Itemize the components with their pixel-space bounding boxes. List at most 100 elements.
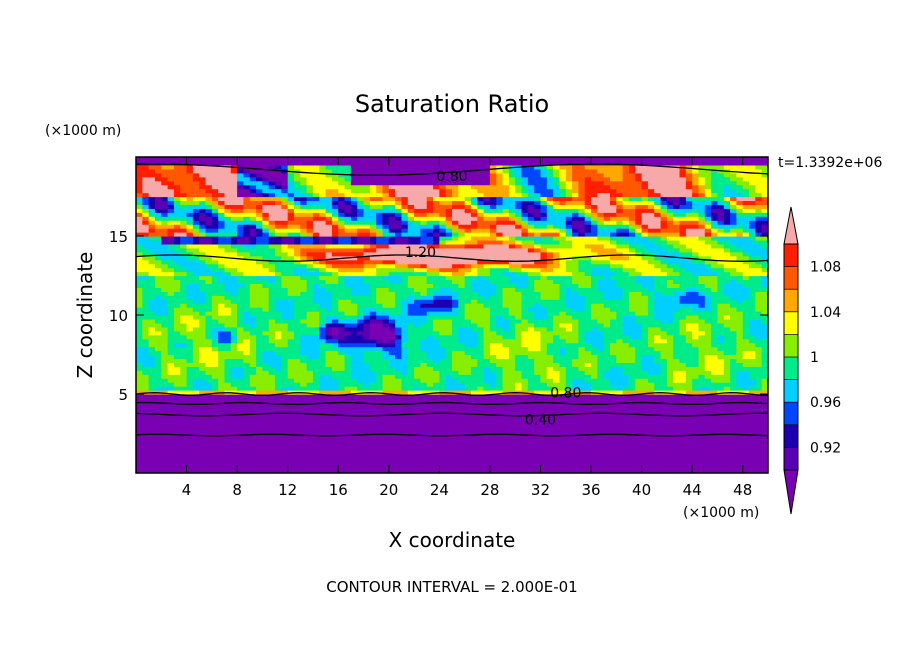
heatmap-cell-run [237, 291, 251, 296]
heatmap-cell-run [685, 378, 693, 383]
heatmap-cell-run [572, 212, 579, 217]
heatmap-cell-run [136, 259, 150, 265]
heatmap-cell-run [723, 334, 737, 340]
heatmap-cell-run [660, 236, 668, 241]
heatmap-cell-run [723, 287, 750, 292]
heatmap-cell-run [496, 287, 504, 292]
heatmap-cell-run [635, 220, 643, 225]
heatmap-cell-run [616, 279, 636, 284]
heatmap-cell-run [136, 401, 768, 407]
heatmap-cell-run [666, 239, 681, 245]
heatmap-cell-run [369, 334, 396, 340]
heatmap-cell-run [679, 283, 706, 288]
heatmap-cell-run [331, 168, 352, 174]
heatmap-cell-run [685, 228, 706, 233]
heatmap-cell-run [281, 275, 301, 281]
heatmap-cell-run [433, 326, 453, 332]
heatmap-cell-run [306, 279, 327, 284]
heatmap-cell-run [622, 287, 649, 292]
heatmap-cell-run [224, 283, 245, 288]
heatmap-cell-run [243, 184, 251, 190]
heatmap-cell-run [275, 271, 282, 277]
heatmap-cell-run [344, 200, 352, 205]
heatmap-cell-run [344, 196, 352, 202]
heatmap-cell-run [730, 303, 756, 308]
heatmap-cell-run [704, 224, 712, 229]
heatmap-cell-run [414, 295, 421, 300]
heatmap-cell-run [230, 346, 238, 352]
heatmap-cell-run [553, 326, 567, 332]
heatmap-cell-run [483, 374, 497, 379]
heatmap-cell-run [401, 228, 409, 233]
heatmap-cell-run [515, 172, 523, 178]
heatmap-cell-run [369, 236, 377, 241]
heatmap-cell-run [464, 307, 491, 312]
heatmap-cell-run [572, 362, 586, 367]
heatmap-cell-run [173, 315, 181, 320]
heatmap-cell-run [489, 295, 504, 300]
x-tick-label: 44 [683, 481, 702, 499]
heatmap-cell-run [180, 188, 207, 194]
heatmap-cell-run [692, 386, 700, 391]
heatmap-cell-run [249, 303, 270, 308]
heatmap-cell-run [452, 322, 478, 328]
heatmap-cell-run [344, 192, 384, 198]
heatmap-cell-run [205, 212, 213, 217]
heatmap-cell-run [319, 239, 333, 245]
heatmap-cell-run [622, 326, 643, 332]
heatmap-cell-run [622, 322, 643, 328]
heatmap-cell-run [154, 168, 188, 174]
heatmap-cell-run [666, 378, 674, 383]
heatmap-cell-run [527, 228, 561, 233]
heatmap-cell-run [515, 315, 523, 320]
heatmap-cell-run [527, 354, 554, 360]
heatmap-cell-run [647, 334, 655, 340]
heatmap-cell-run [319, 311, 346, 316]
heatmap-cell-run [654, 346, 674, 352]
heatmap-cell-run [666, 330, 681, 336]
heatmap-cell-run [300, 188, 308, 194]
heatmap-cell-run [312, 216, 327, 221]
heatmap-cell-run [325, 322, 346, 328]
heatmap-cell-run [521, 204, 529, 209]
heatmap-cell-run [363, 208, 396, 213]
heatmap-cell-run [704, 354, 719, 360]
heatmap-cell-run [199, 275, 213, 281]
heatmap-cell-run [521, 188, 529, 194]
heatmap-cell-run [369, 291, 377, 296]
heatmap-cell-run [559, 176, 567, 182]
colorbar-over-arrow [783, 206, 799, 245]
heatmap-cell-run [268, 295, 314, 300]
heatmap-cell-run [148, 259, 162, 265]
heatmap-cell-run [736, 338, 750, 344]
heatmap-cell-run [186, 366, 200, 371]
heatmap-cell-run [578, 208, 586, 213]
heatmap-cell-run [357, 330, 371, 336]
heatmap-cell-run [749, 374, 768, 379]
heatmap-cell-run [553, 164, 561, 170]
heatmap-cell-run [698, 176, 706, 182]
heatmap-cell-run [736, 330, 744, 336]
colorbar-bin [784, 289, 798, 313]
heatmap-cell-run [508, 259, 535, 265]
heatmap-cell-run [565, 184, 573, 190]
heatmap-cell-run [312, 232, 320, 237]
heatmap-cell-run [736, 232, 744, 237]
heatmap-cell-run [565, 366, 579, 371]
heatmap-cell-run [527, 382, 548, 387]
heatmap-cell-run [388, 318, 396, 324]
heatmap-cell-run [452, 287, 472, 292]
heatmap-cell-run [736, 382, 756, 387]
heatmap-cell-run [508, 208, 516, 213]
heatmap-cell-run [148, 224, 156, 229]
heatmap-cell-run [224, 263, 263, 269]
heatmap-cell-run [331, 334, 346, 340]
heatmap-cell-run [470, 283, 497, 288]
heatmap-cell-run [660, 216, 668, 221]
heatmap-cell-run [281, 247, 295, 253]
heatmap-cell-run [546, 307, 573, 312]
heatmap-cell-run [319, 259, 327, 265]
heatmap-cell-run [262, 216, 270, 221]
heatmap-cell-run [275, 180, 282, 186]
heatmap-cell-run [736, 307, 756, 312]
